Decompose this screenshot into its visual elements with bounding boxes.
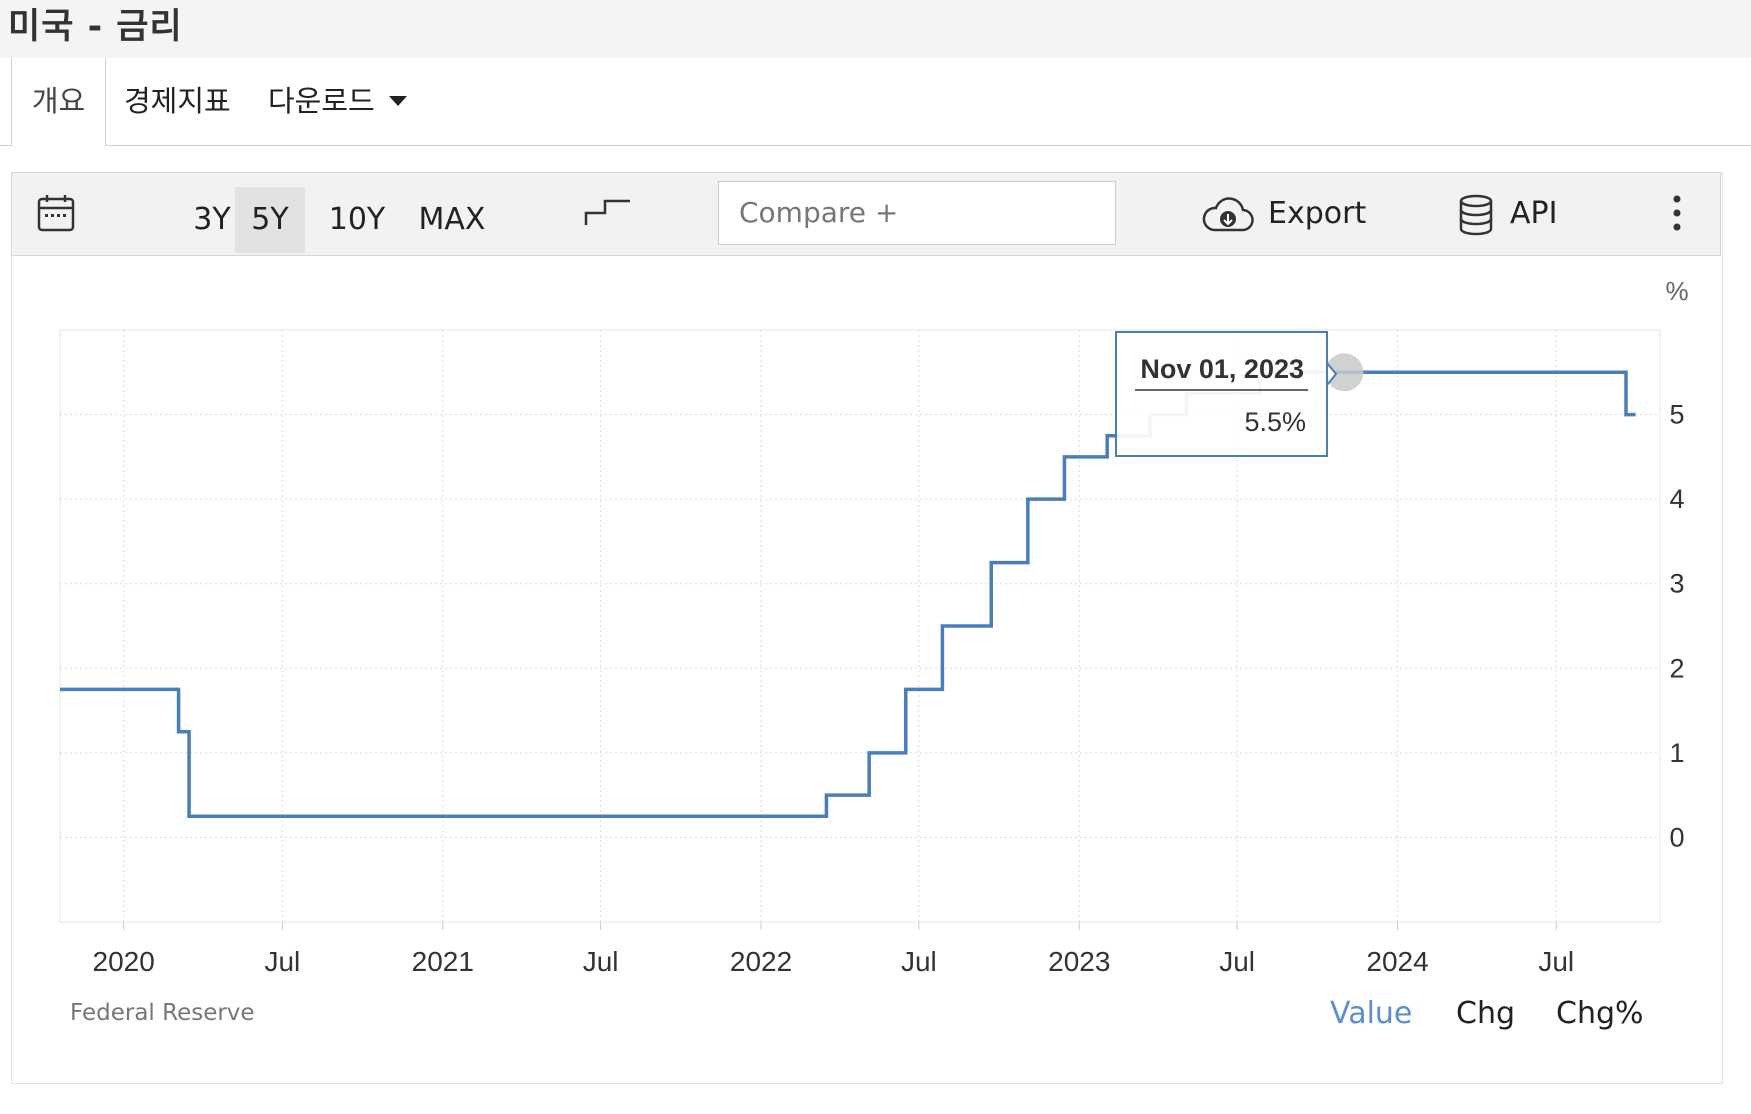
x-tick-label: Jul [583,946,619,977]
tab-indicators[interactable]: 경제지표 [124,84,231,118]
hover-point [1325,353,1364,392]
plot-area-border [59,329,1661,923]
calendar-icon[interactable] [36,193,76,233]
title-bar: 미국 - 금리 [0,0,1751,59]
period-5y-button[interactable]: 5Y [235,187,305,253]
series-group [60,370,1636,819]
y-tick-label: 4 [1669,484,1684,514]
tooltip-pointer [1326,360,1338,388]
cloud-download-icon [1202,196,1254,231]
x-tick-label: Jul [1538,946,1574,977]
series-line [60,370,1636,819]
chg-mode-button[interactable]: Chg [1456,996,1516,1031]
tooltip-date: Nov 01, 2023 [1140,354,1304,384]
period-max-button[interactable]: MAX [418,202,486,237]
export-button[interactable]: Export [1202,187,1366,241]
y-axis: 0 1 2 3 4 5 [1669,400,1684,853]
step-chart-icon[interactable] [583,195,633,229]
caret-down-icon [388,96,407,106]
y-tick-label: 3 [1669,569,1684,599]
tooltip-value: 5.5% [1244,407,1306,437]
tab-overview[interactable]: 개요 [11,58,106,146]
x-tick-label: 2021 [412,946,474,977]
x-tick-label: Jul [901,946,937,977]
chg-pct-mode-button[interactable]: Chg% [1556,996,1644,1031]
x-tick-label: Jul [264,946,300,977]
database-icon [1459,194,1493,235]
y-tick-label: 2 [1669,653,1684,683]
compare-input[interactable]: Compare + [718,181,1116,245]
y-tick-label: 1 [1669,738,1684,768]
period-10y-button[interactable]: 10Y [328,202,386,237]
tooltip-box [1115,331,1328,457]
y-tick-label: 0 [1669,822,1684,852]
chart-grid [59,329,1661,923]
y-tick-label: 5 [1669,400,1684,430]
value-mode-button[interactable]: Value [1330,996,1413,1031]
tab-download[interactable]: 다운로드 [268,58,407,145]
source-label: Federal Reserve [70,1000,255,1026]
api-button[interactable]: API [1458,187,1557,241]
x-tick-label: 2020 [93,946,155,977]
period-3y-button[interactable]: 3Y [193,202,231,237]
unit-label: % [1665,276,1688,306]
x-tick-label: 2023 [1048,946,1110,977]
export-label: Export [1268,196,1367,231]
tooltip: Nov 01, 2023 5.5% [1115,331,1364,457]
x-axis: 2020 Jul 2021 Jul 2022 Jul 2023 Jul 2024 Jul [93,922,1574,977]
x-tick-label: Jul [1219,946,1255,977]
x-tick-label: 2024 [1366,946,1428,977]
tab-bar: 개요 경제지표 다운로드 [0,58,1751,146]
page-title: 미국 - 금리 [8,7,183,47]
more-vertical-icon[interactable] [1667,191,1687,235]
x-tick-label: 2022 [730,946,792,977]
tab-download-label: 다운로드 [268,84,375,118]
api-label: API [1510,196,1558,231]
chart-toolbar: 3Y 5Y 10Y MAX Compare + Export API [11,172,1721,256]
